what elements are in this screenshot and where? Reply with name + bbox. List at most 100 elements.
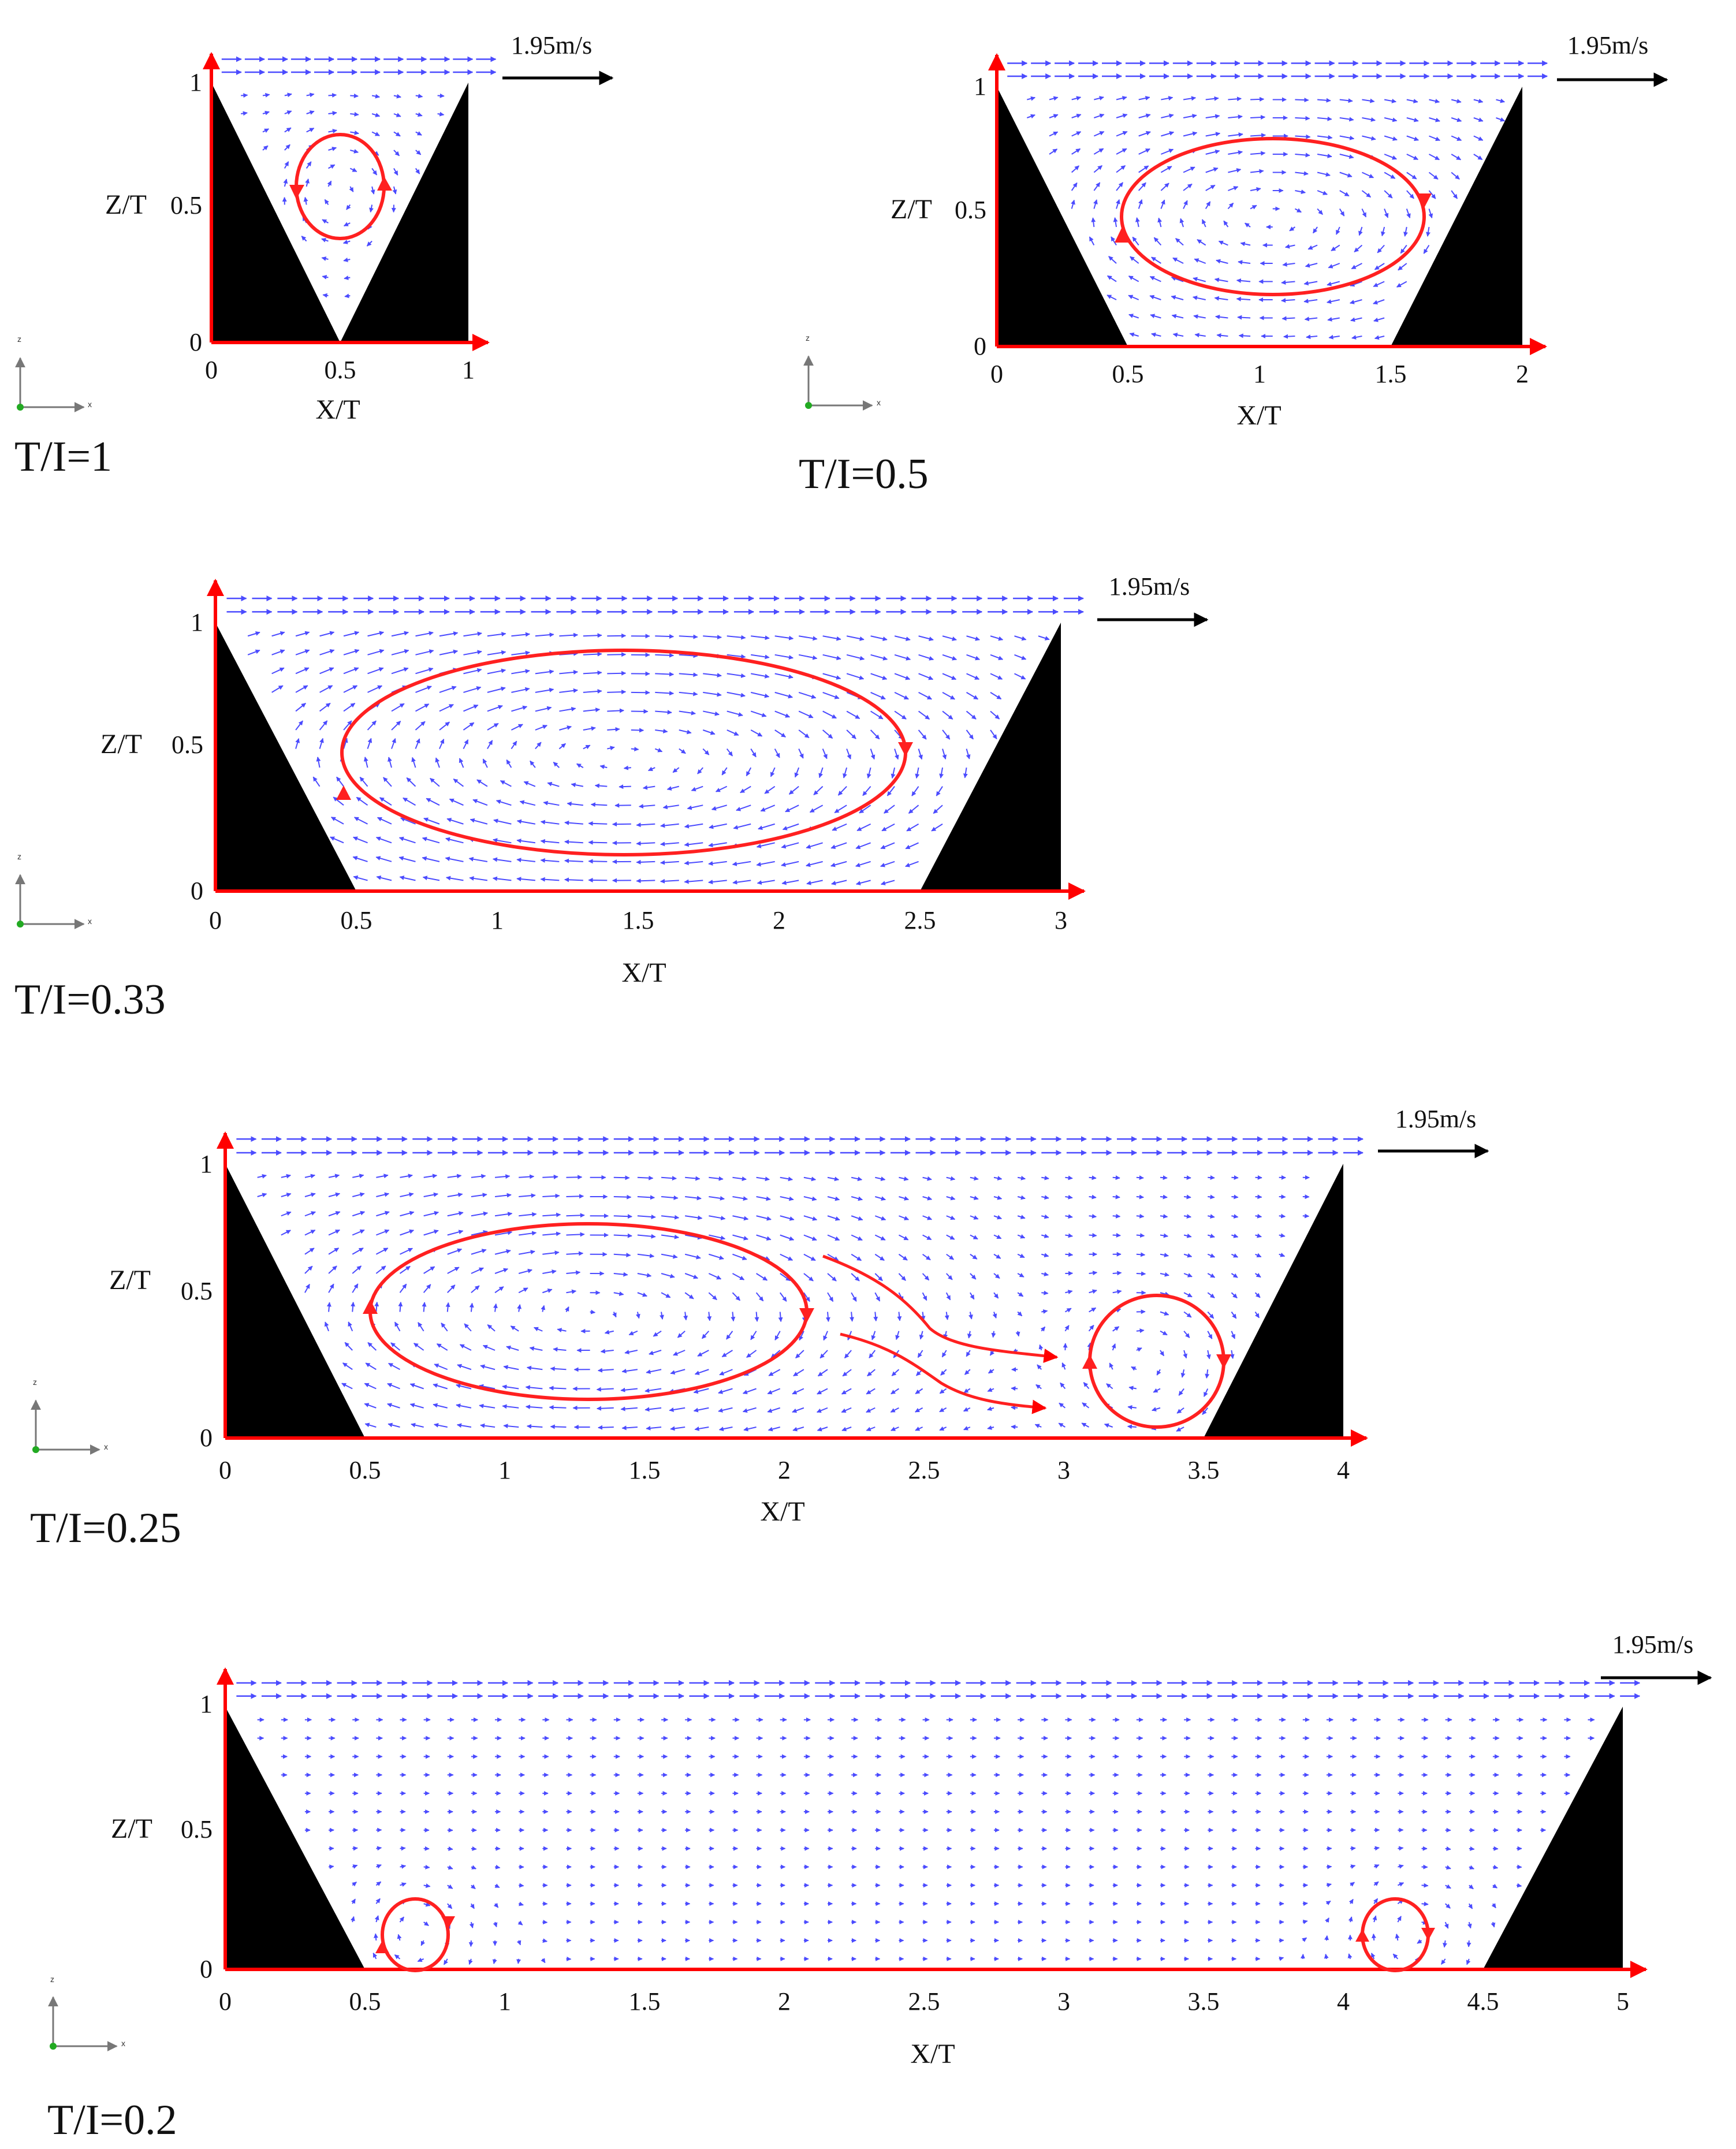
z-tick-label: 0 [200, 1955, 213, 1983]
velocity-vector [1207, 1273, 1216, 1278]
velocity-vector [305, 178, 310, 187]
velocity-vector [918, 748, 923, 760]
velocity-vector [423, 1921, 429, 1927]
velocity-vector [1183, 1350, 1187, 1359]
velocity-vector [375, 856, 392, 862]
velocity-vector [306, 110, 315, 115]
velocity-vector [1443, 1940, 1447, 1948]
velocity-vector [322, 219, 329, 224]
x-tick-label: 2.5 [908, 1987, 940, 2016]
velocity-vector [295, 631, 310, 637]
velocity-vector [1281, 316, 1295, 321]
velocity-vector [990, 635, 1004, 641]
velocity-vector [832, 823, 847, 831]
velocity-vector [326, 1302, 331, 1312]
velocity-vector [966, 635, 980, 641]
velocity-vector [400, 1846, 406, 1851]
velocity-vector [367, 738, 372, 749]
velocity-vector [1207, 1253, 1216, 1258]
velocity-vector [566, 1232, 585, 1237]
velocity-vector [755, 1292, 764, 1302]
velocity-vector [487, 722, 499, 731]
velocity-vector [709, 1215, 726, 1220]
velocity-vector [1136, 1233, 1145, 1238]
velocity-vector [1350, 1864, 1356, 1869]
velocity-vector [394, 1321, 401, 1332]
velocity-vector [399, 1283, 407, 1293]
velocity-vector [470, 1903, 475, 1909]
velocity-vector [843, 767, 848, 779]
velocity-vector [817, 1388, 828, 1395]
velocity-vector [1071, 182, 1078, 191]
velocity-vector [727, 710, 743, 717]
x-tick-label: 0.5 [341, 906, 372, 934]
velocity-vector [1281, 280, 1295, 285]
velocity-vector [399, 1916, 405, 1923]
velocity-vector [1373, 1881, 1379, 1886]
velocity-vector [899, 1196, 909, 1201]
velocity-vector [1061, 1362, 1066, 1370]
velocity-vector [1161, 113, 1174, 118]
velocity-vector [1017, 1175, 1026, 1180]
velocity-scale-label: 1.95m/s [1109, 572, 1190, 601]
velocity-vector [731, 1312, 736, 1322]
velocity-vector [1129, 332, 1139, 337]
velocity-vector [588, 859, 608, 864]
velocity-vector [1087, 1342, 1092, 1351]
velocity-vector [922, 1195, 933, 1201]
velocity-vector [721, 1350, 733, 1358]
velocity-vector [672, 767, 680, 773]
velocity-vector [493, 1902, 499, 1908]
velocity-vector [353, 817, 368, 825]
velocity-vector [679, 653, 698, 658]
velocity-vector [799, 1331, 804, 1341]
velocity-vector [1205, 114, 1220, 119]
velocity-vector [375, 1247, 389, 1255]
velocity-vector [687, 805, 703, 810]
z-tick-label: 0.5 [170, 191, 202, 219]
velocity-vector [963, 1388, 971, 1394]
velocity-vector [661, 1292, 671, 1298]
velocity-vector [936, 786, 943, 796]
velocity-vector [1384, 117, 1398, 122]
velocity-vector [709, 1195, 725, 1201]
velocity-vector [1451, 172, 1460, 180]
velocity-vector [262, 145, 269, 151]
velocity-vector [806, 861, 823, 867]
velocity-vector [415, 94, 423, 99]
velocity-vector [415, 667, 434, 675]
panel-ti-0.2: 0 0.5 1 0 0.5 1 1.5 2 2.5 3 3.5 4 4.5 5 … [47, 1630, 1712, 2144]
velocity-vector [670, 1426, 686, 1431]
velocity-vector [1128, 275, 1139, 282]
velocity-vector [1161, 148, 1174, 155]
velocity-vector [364, 1422, 377, 1428]
left-wall [211, 83, 340, 342]
velocity-vector [542, 1212, 561, 1217]
velocity-vector [542, 1920, 548, 1925]
velocity-vector [607, 746, 615, 751]
velocity-vector [494, 1268, 508, 1274]
velocity-vector [726, 748, 733, 757]
velocity-vector [295, 667, 310, 675]
velocity-vector [842, 1369, 852, 1377]
velocity-vector [1325, 1900, 1331, 1905]
velocity-vector [637, 1234, 656, 1239]
velocity-vector [721, 767, 728, 776]
velocity-vector [1160, 1330, 1168, 1336]
velocity-vector [856, 823, 871, 832]
x-tick-label: 3 [1055, 906, 1067, 934]
velocity-vector [352, 856, 368, 862]
velocity-vector [1207, 1311, 1215, 1319]
velocity-vector [1205, 149, 1220, 155]
velocity-vector [946, 1215, 956, 1220]
velocity-vector [1324, 1953, 1329, 1959]
velocity-vector [439, 703, 454, 712]
vortex [1361, 1897, 1430, 1972]
velocity-vector [1035, 1384, 1042, 1390]
velocity-vector [970, 1292, 975, 1300]
velocity-vector [344, 1342, 353, 1351]
velocity-vector [367, 1342, 377, 1351]
velocity-vector [519, 1883, 524, 1888]
velocity-vector [463, 722, 475, 731]
velocity-vector [494, 1230, 513, 1236]
